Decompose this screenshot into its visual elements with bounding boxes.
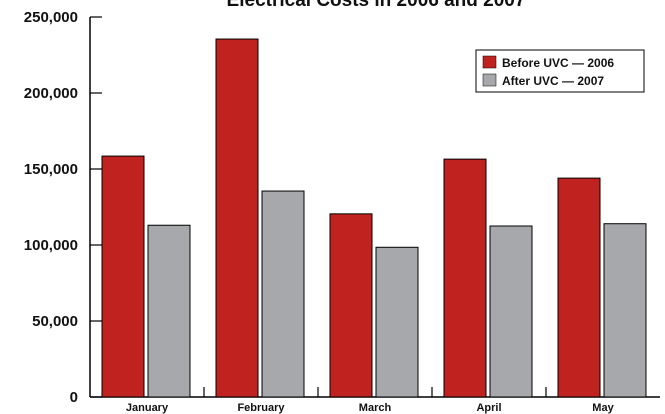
- legend: Before UVC — 2006 After UVC — 2007: [475, 49, 645, 93]
- y-tick-label: 0: [70, 389, 78, 406]
- y-tick-label: 50,000: [32, 313, 78, 330]
- legend-label-after: After UVC — 2007: [502, 74, 604, 88]
- x-tick-label: April: [476, 402, 501, 414]
- bar-after-april: [489, 225, 533, 398]
- bar-after-may: [603, 223, 647, 398]
- y-tick-label: 200,000: [24, 85, 78, 102]
- bar-before-february: [215, 38, 259, 398]
- bar-after-february: [261, 190, 305, 398]
- x-tick-label: February: [237, 402, 285, 414]
- bar-before-january: [101, 155, 145, 398]
- y-tick-label: 250,000: [24, 9, 78, 26]
- x-tick-label: May: [592, 402, 614, 414]
- legend-label-before: Before UVC — 2006: [502, 56, 614, 70]
- x-tick-label: March: [359, 402, 392, 414]
- bar-before-march: [329, 213, 373, 398]
- bar-before-april: [443, 158, 487, 398]
- x-tick-label: January: [126, 402, 169, 414]
- bar-before-may: [557, 177, 601, 398]
- bar-after-march: [375, 246, 419, 398]
- bars: [101, 38, 647, 398]
- legend-swatch-after: [482, 73, 497, 87]
- chart-title: Electrical Costs in 2006 and 2007: [227, 0, 526, 11]
- y-tick-label: 100,000: [24, 237, 78, 254]
- legend-box: [475, 49, 645, 93]
- y-tick-label: 150,000: [24, 161, 78, 178]
- bar-after-january: [147, 224, 191, 398]
- axes: 0 50,000 100,000 150,000 200,000 250,000 Janua…: [24, 9, 660, 414]
- legend-swatch-before: [482, 55, 497, 69]
